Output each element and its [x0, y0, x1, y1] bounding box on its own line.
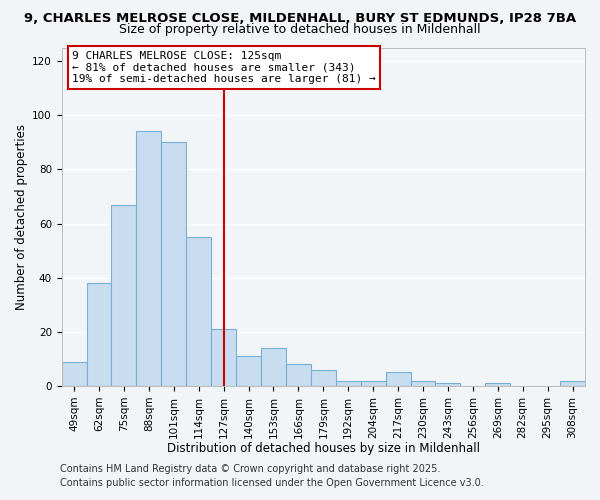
Bar [436, 384, 460, 386]
X-axis label: Distribution of detached houses by size in Mildenhall: Distribution of detached houses by size … [167, 442, 480, 455]
Text: Contains HM Land Registry data © Crown copyright and database right 2025.
Contai: Contains HM Land Registry data © Crown c… [60, 464, 484, 487]
Bar [136, 132, 161, 386]
Text: 9 CHARLES MELROSE CLOSE: 125sqm
← 81% of detached houses are smaller (343)
19% o: 9 CHARLES MELROSE CLOSE: 125sqm ← 81% of… [72, 51, 376, 84]
Bar [286, 364, 311, 386]
Text: 9, CHARLES MELROSE CLOSE, MILDENHALL, BURY ST EDMUNDS, IP28 7BA: 9, CHARLES MELROSE CLOSE, MILDENHALL, BU… [24, 12, 576, 26]
Text: Size of property relative to detached houses in Mildenhall: Size of property relative to detached ho… [119, 22, 481, 36]
Bar [560, 380, 585, 386]
Y-axis label: Number of detached properties: Number of detached properties [15, 124, 28, 310]
Bar [336, 380, 361, 386]
Bar [236, 356, 261, 386]
Bar [261, 348, 286, 386]
Bar [485, 384, 510, 386]
Bar [361, 380, 386, 386]
Bar [410, 380, 436, 386]
Bar [161, 142, 186, 386]
Bar [62, 362, 86, 386]
Bar [311, 370, 336, 386]
Bar [386, 372, 410, 386]
Bar [86, 283, 112, 386]
Bar [211, 329, 236, 386]
Bar [112, 204, 136, 386]
Bar [186, 237, 211, 386]
